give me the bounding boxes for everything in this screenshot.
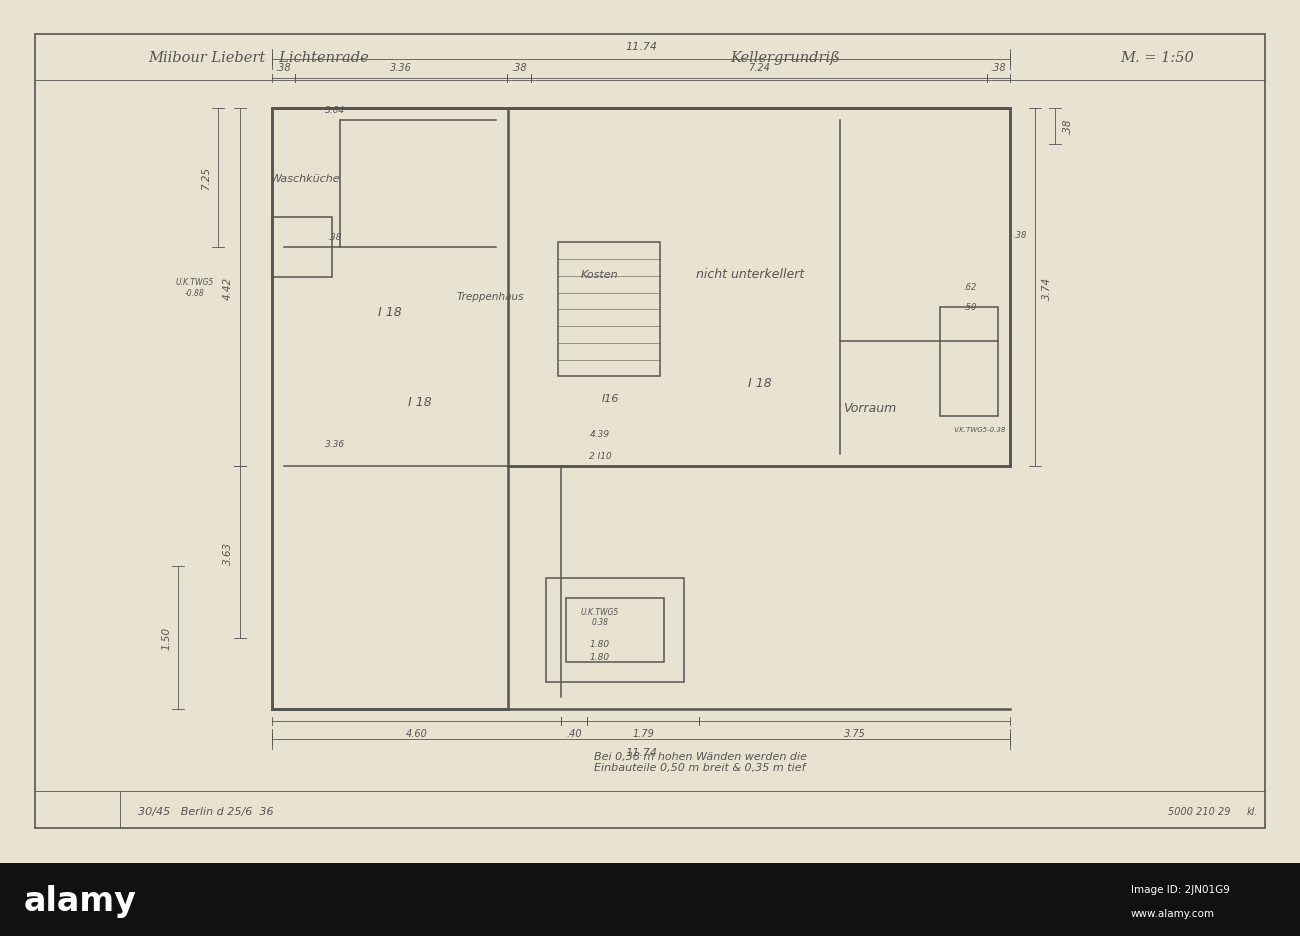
Text: kl.: kl. [1247, 807, 1258, 816]
Text: 4.39: 4.39 [590, 430, 610, 438]
Text: 4.42: 4.42 [224, 276, 233, 300]
Text: .50: .50 [963, 302, 976, 312]
Text: www.alamy.com: www.alamy.com [1131, 908, 1216, 917]
Bar [566, 598, 664, 663]
Text: .38: .38 [328, 233, 342, 242]
Text: 11.74: 11.74 [625, 747, 656, 757]
Bar [272, 218, 332, 278]
Text: 1.50: 1.50 [161, 626, 172, 650]
Bar [546, 578, 684, 682]
Text: Image ID: 2JN01G9: Image ID: 2JN01G9 [1131, 885, 1230, 894]
Text: I 18: I 18 [378, 306, 402, 319]
Text: 3.74: 3.74 [1043, 276, 1052, 300]
Text: 11.74: 11.74 [625, 41, 656, 51]
Text: 3.63: 3.63 [224, 541, 233, 564]
Text: 7.24: 7.24 [747, 64, 770, 73]
Text: alamy: alamy [23, 884, 136, 917]
Text: 5000 210 29: 5000 210 29 [1167, 807, 1230, 816]
Text: .40: .40 [567, 728, 582, 739]
Text: .38: .38 [1013, 231, 1027, 240]
Bar [940, 308, 998, 417]
Text: 1.79: 1.79 [632, 728, 654, 739]
Text: 3.64: 3.64 [325, 106, 344, 115]
Text: Bei 0,38 m hohen Wänden werden die: Bei 0,38 m hohen Wänden werden die [594, 751, 806, 761]
Text: .38: .38 [511, 64, 526, 73]
Text: U.K.TWG5
0.38: U.K.TWG5 0.38 [581, 607, 619, 627]
Text: U.K.TWG5
-0.88: U.K.TWG5 -0.88 [176, 278, 214, 298]
Text: 3.36: 3.36 [390, 64, 412, 73]
Text: Treppenhaus: Treppenhaus [456, 292, 524, 301]
Text: .38: .38 [1062, 119, 1072, 135]
Text: I16: I16 [601, 394, 619, 403]
Text: Einbauteile 0,50 m breit & 0,35 m tief: Einbauteile 0,50 m breit & 0,35 m tief [594, 762, 806, 772]
Text: I 18: I 18 [747, 377, 772, 390]
Text: Miibour Liebert   Lichtenrade: Miibour Liebert Lichtenrade [148, 51, 369, 65]
Text: 2 I10: 2 I10 [589, 451, 611, 461]
Text: 1.80: 1.80 [590, 639, 610, 649]
Text: Vorraum: Vorraum [844, 402, 897, 415]
Text: .62: .62 [963, 283, 976, 292]
Text: 3.75: 3.75 [844, 728, 866, 739]
Text: M. = 1:50: M. = 1:50 [1121, 51, 1193, 65]
Text: V.K.TWG5-0.38: V.K.TWG5-0.38 [954, 427, 1006, 432]
Text: .38: .38 [991, 64, 1006, 73]
Text: 7.25: 7.25 [202, 167, 211, 190]
Text: nicht unterkellert: nicht unterkellert [696, 268, 805, 281]
Text: Kosten: Kosten [581, 270, 619, 280]
Text: 4.60: 4.60 [406, 728, 428, 739]
Text: I 18: I 18 [408, 395, 432, 408]
Text: 30/45   Berlin d 25/6  36: 30/45 Berlin d 25/6 36 [138, 807, 273, 816]
Bar [558, 243, 660, 377]
Text: Waschküche: Waschküche [272, 173, 341, 183]
Text: .38: .38 [276, 64, 291, 73]
Text: 1.80: 1.80 [590, 652, 610, 662]
Text: Kellergrundriß: Kellergrundriß [731, 51, 840, 65]
Text: 3.36: 3.36 [325, 439, 344, 448]
